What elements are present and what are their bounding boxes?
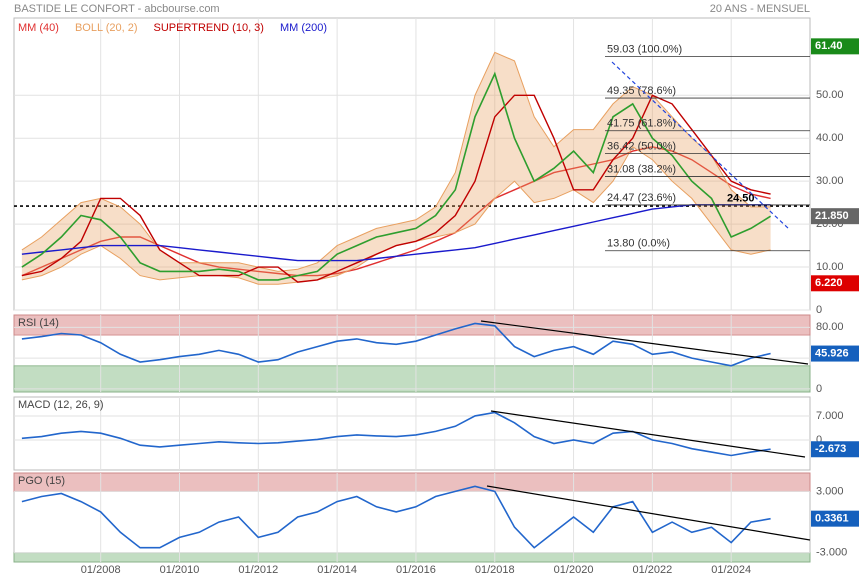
value-badge-label: 61.40 <box>815 40 843 52</box>
zone-low <box>13 365 811 393</box>
y-tick-label: 0 <box>816 383 822 395</box>
chart-subtitle: 20 ANS - MENSUEL <box>710 3 810 15</box>
y-tick-label: -3.000 <box>816 547 847 559</box>
zone-low <box>13 552 811 563</box>
band-area <box>21 52 771 285</box>
trend-line <box>611 61 791 231</box>
value-badge <box>811 345 859 362</box>
series-line <box>21 485 771 549</box>
value-badge-label: 21.850 <box>815 210 849 222</box>
legend-entry: SUPERTREND (10, 3) <box>154 22 264 34</box>
value-badge-label: 0.3361 <box>815 513 849 525</box>
x-tick-label: 01/2008 <box>81 564 121 576</box>
zone-high <box>13 314 811 336</box>
legend-entry: BOLL (20, 2) <box>75 22 138 34</box>
panel <box>13 17 811 311</box>
series-line <box>21 204 771 262</box>
value-badge <box>811 510 859 527</box>
x-tick-label: 01/2012 <box>238 564 278 576</box>
trend-line <box>486 485 811 541</box>
series-line <box>21 71 772 281</box>
fib-label: 31.08 (38.2%) <box>607 163 676 175</box>
x-tick-label: 01/2016 <box>396 564 436 576</box>
annotation: 24.50 <box>727 193 755 205</box>
series-line <box>21 411 771 457</box>
value-badge <box>811 38 859 55</box>
y-tick-label: 0 <box>816 434 822 446</box>
value-badge <box>811 275 859 292</box>
fib-label: 41.75 (61.8%) <box>607 118 676 130</box>
zone-high <box>13 472 811 492</box>
value-badge-label: -2.673 <box>815 443 846 455</box>
fib-label: 59.03 (100.0%) <box>607 43 682 55</box>
series-line <box>21 322 771 367</box>
x-tick-label: 01/2014 <box>317 564 357 576</box>
trend-line <box>480 320 809 365</box>
y-tick-label: 50.00 <box>816 89 844 101</box>
y-tick-label: 30.00 <box>816 175 844 187</box>
band-upper <box>21 51 771 272</box>
fib-label: 36.42 (50.0%) <box>607 141 676 153</box>
x-tick-label: 01/2010 <box>160 564 200 576</box>
y-tick-label: 40.00 <box>816 132 844 144</box>
y-tick-label: 80.00 <box>816 321 844 333</box>
fib-label: 13.80 (0.0%) <box>607 238 670 250</box>
panel <box>13 396 811 471</box>
trend-line <box>490 410 806 458</box>
value-badge <box>811 441 859 458</box>
fib-label: 49.35 (78.6%) <box>607 85 676 97</box>
x-tick-label: 01/2018 <box>475 564 515 576</box>
panel-title: RSI (14) <box>18 317 59 329</box>
series-line <box>21 94 771 283</box>
value-badge-label: 6.220 <box>815 277 843 289</box>
y-tick-label: 10.00 <box>816 261 844 273</box>
y-tick-label: 3.000 <box>816 485 844 497</box>
x-tick-label: 01/2024 <box>711 564 751 576</box>
legend-entry: MM (200) <box>280 22 327 34</box>
chart-title: BASTIDE LE CONFORT - abcbourse.com <box>14 3 220 15</box>
panel-title: PGO (15) <box>18 475 65 487</box>
fib-label: 24.47 (23.6%) <box>607 192 676 204</box>
x-tick-label: 01/2022 <box>632 564 672 576</box>
legend-entry: MM (40) <box>18 22 59 34</box>
y-tick-label: 0 <box>816 304 822 316</box>
value-badge-label: 45.926 <box>815 347 849 359</box>
x-tick-label: 01/2020 <box>554 564 594 576</box>
y-tick-label: 7.000 <box>816 410 844 422</box>
panel-title: MACD (12, 26, 9) <box>18 399 104 411</box>
value-badge <box>811 208 859 225</box>
